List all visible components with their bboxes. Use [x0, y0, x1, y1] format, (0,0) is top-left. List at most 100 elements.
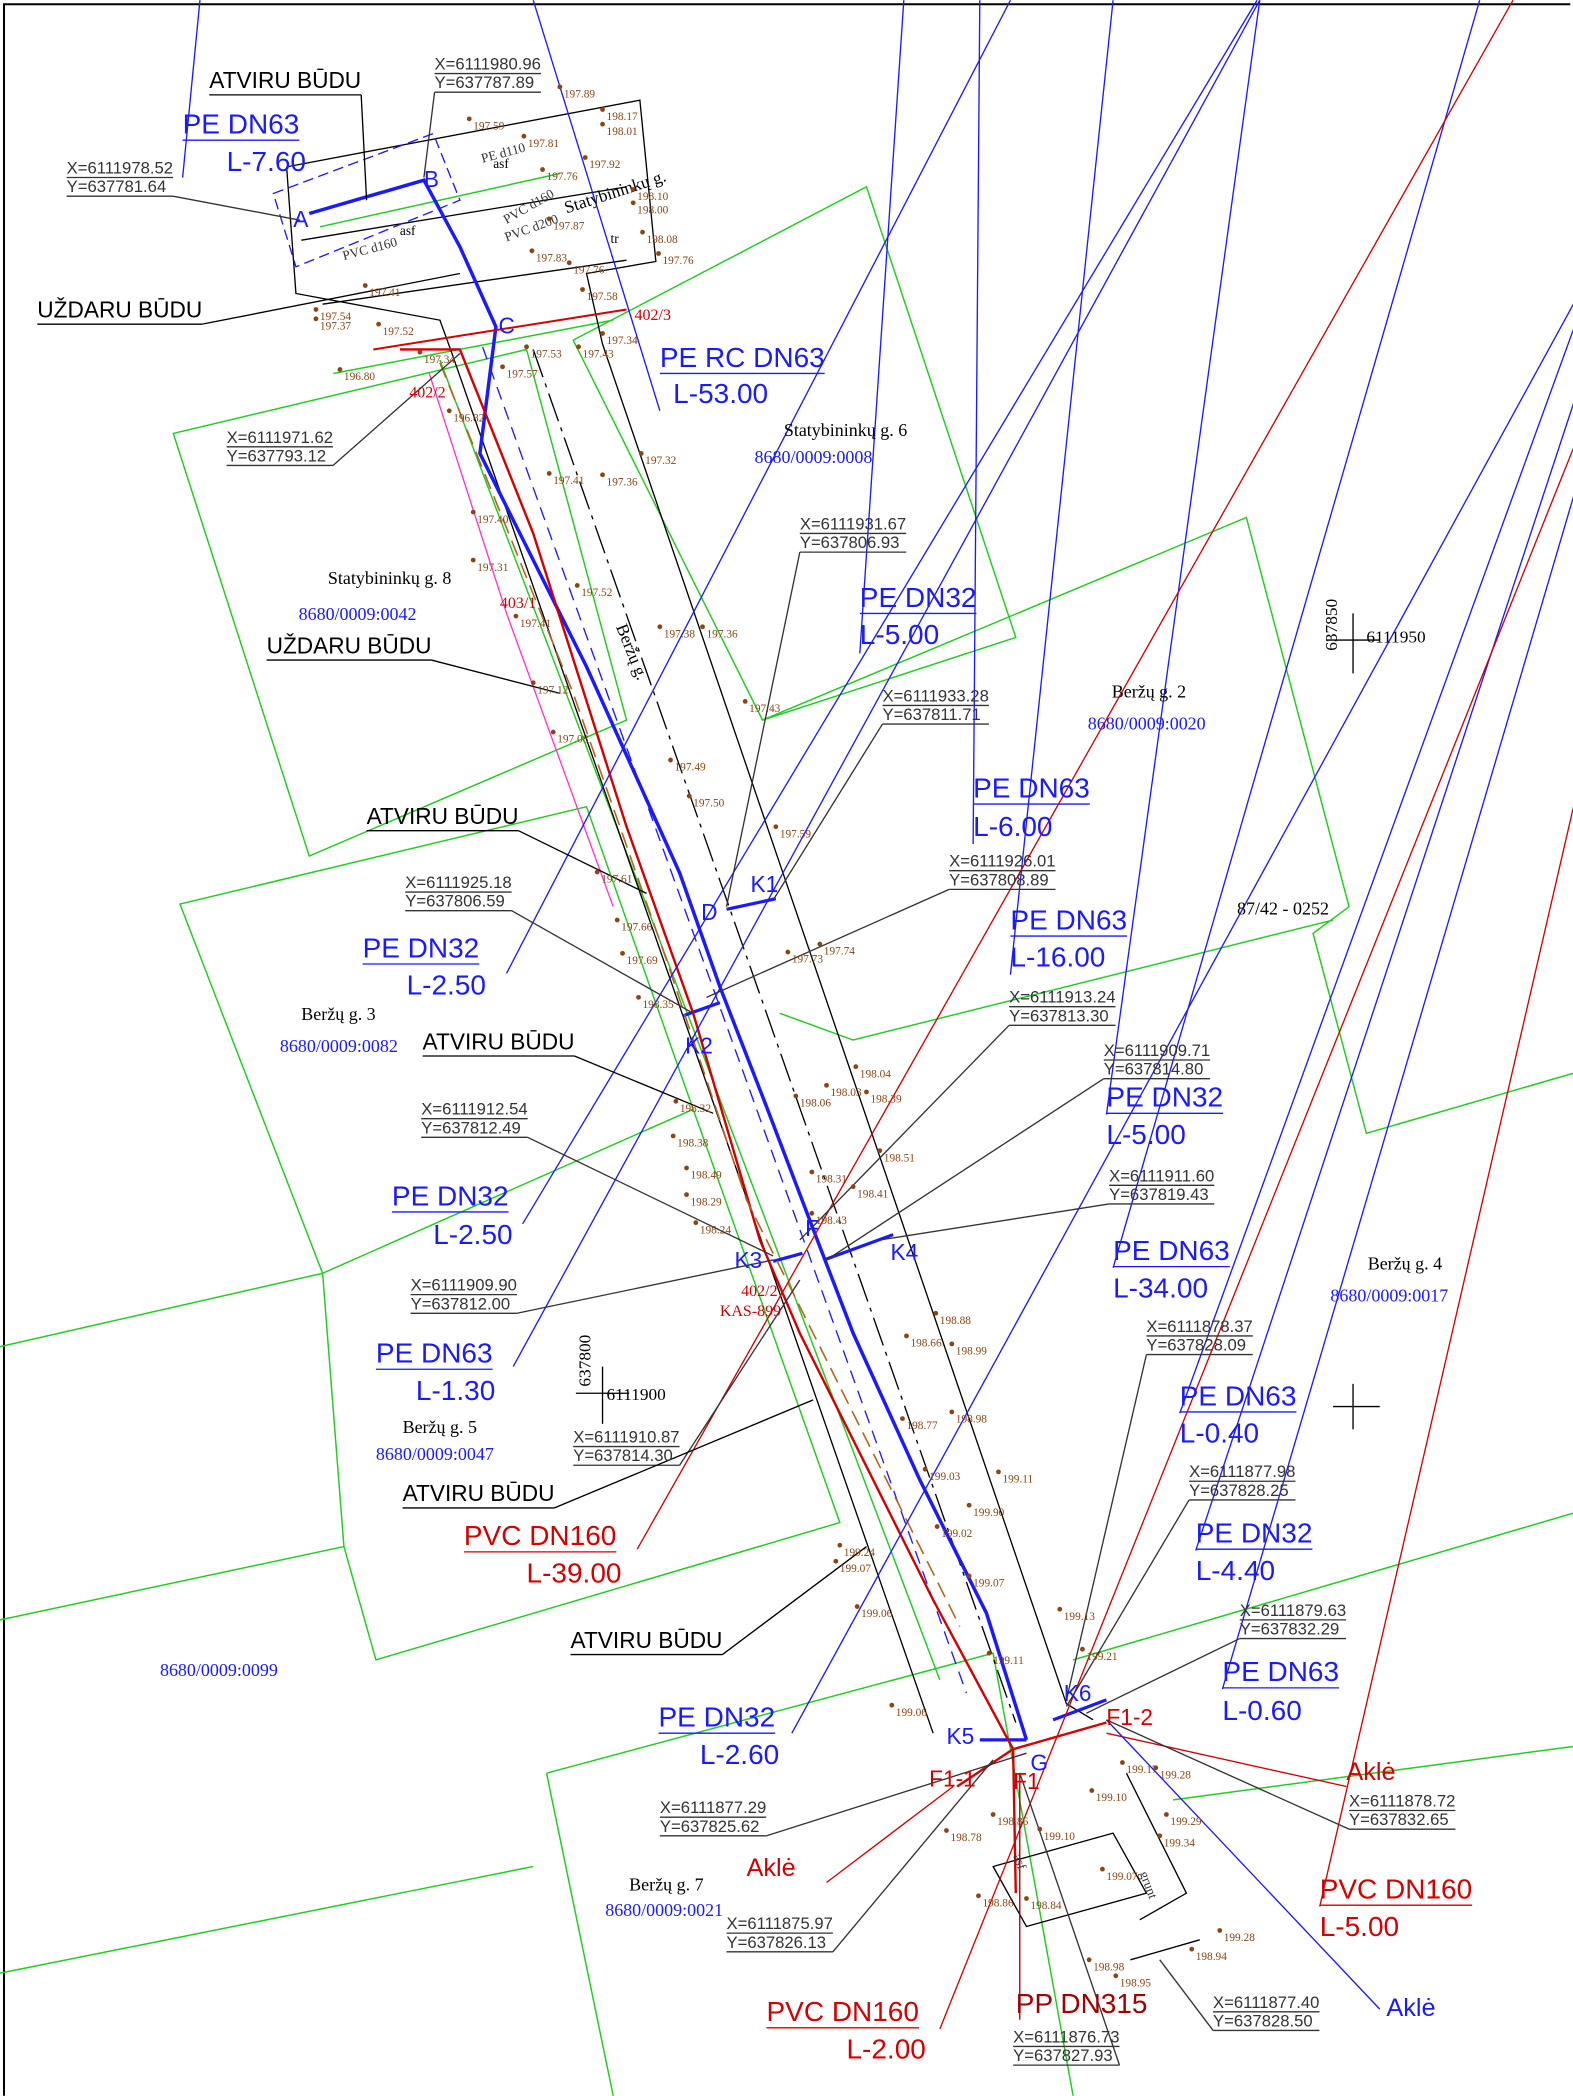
elevation-label: 198.32 — [680, 1103, 711, 1115]
leader-line — [202, 272, 461, 325]
parcel-id: 87/42 - 0252 — [1237, 899, 1329, 919]
survey-point — [996, 1469, 1001, 1475]
coordinate-y: Y=637813.30 — [1009, 1006, 1109, 1025]
leader-line — [859, 0, 905, 654]
blind-cap: Aklė — [1346, 1758, 1395, 1786]
elevation-label: 197.81 — [528, 138, 559, 150]
work-zone — [272, 132, 461, 268]
elevation-label: 197.12 — [537, 684, 568, 696]
pipe-length: L-4.40 — [1196, 1555, 1275, 1586]
leader-line — [332, 352, 461, 466]
leaders — [37, 0, 1573, 2066]
elevation-label: 198.31 — [816, 1174, 847, 1186]
leader-line — [1086, 1637, 1241, 1714]
cable-line — [428, 373, 614, 907]
point-label: K5 — [946, 1723, 974, 1749]
elevation-label: 197.74 — [824, 946, 855, 958]
surface-label: asf — [400, 223, 416, 238]
pipe-length: L-5.00 — [1106, 1119, 1185, 1150]
parcel — [572, 185, 1017, 721]
elevation-label: 197.37 — [320, 320, 351, 332]
pipe-length: L-0.40 — [1180, 1418, 1259, 1449]
elevation-label: 198.00 — [637, 205, 668, 217]
parcel-address: Beržų g. 5 — [403, 1417, 477, 1437]
elevation-label: 198.17 — [607, 111, 638, 123]
pipe-length: L-34.00 — [1113, 1272, 1208, 1303]
survey-point — [949, 1341, 955, 1347]
survey-point — [337, 367, 343, 372]
pipe-length: L-1.30 — [416, 1375, 495, 1406]
pipe-length: L-6.00 — [973, 811, 1052, 842]
elevation-label: 197.50 — [693, 798, 724, 810]
survey-point — [809, 1169, 815, 1175]
coordinate-y: Y=637814.80 — [1104, 1060, 1204, 1079]
installation-method: ATVIRU BŪDU — [367, 803, 519, 829]
grid-crosses — [575, 613, 1380, 1430]
survey-point — [686, 793, 692, 799]
survey-point — [833, 1558, 839, 1564]
coordinate-x: X=6111878.72 — [1349, 1792, 1455, 1811]
point-label: K1 — [751, 871, 779, 897]
parcel-address: Beržų g. 3 — [301, 1004, 375, 1024]
parcel-address: Statybininkų g. 8 — [328, 568, 451, 588]
coordinate-y: Y=637793.12 — [227, 446, 327, 465]
elevation-label: 199.34 — [1164, 1837, 1195, 1849]
elevation-label: 197.54 — [320, 311, 351, 323]
coordinate-x: X=6111910.87 — [573, 1428, 679, 1447]
survey-point — [1153, 1765, 1159, 1771]
survey-point — [574, 583, 580, 588]
survey-point — [614, 917, 620, 923]
pipe-name: PE DN63 — [1222, 1656, 1339, 1687]
elevation-label: 198.03 — [830, 1087, 861, 1099]
leader-line — [1009, 0, 1114, 975]
survey-point — [824, 1082, 829, 1088]
elevation-label: 199.10 — [1096, 1792, 1127, 1804]
parcel — [779, 919, 1334, 1041]
coordinate-x: X=6111909.71 — [1104, 1041, 1210, 1060]
road-centerline — [532, 349, 1017, 1723]
elevation-label: 199.02 — [941, 1528, 972, 1540]
survey-point — [513, 613, 519, 619]
road — [285, 99, 1200, 1961]
coordinate-y: Y=637819.43 — [1109, 1185, 1209, 1204]
elevation-label: 198.10 — [637, 191, 668, 203]
elevation-label: 196.80 — [344, 371, 375, 383]
plot-label: 402/3 — [635, 307, 671, 324]
elevation-label: 197.61 — [601, 874, 632, 886]
leader-line — [832, 1759, 994, 1953]
coordinate-x: X=6111980.96 — [435, 55, 541, 74]
elevation-label: 198.78 — [950, 1832, 981, 1844]
grid-cross — [575, 1366, 630, 1424]
leader-line — [512, 0, 1261, 1367]
parcel-address: Beržų g. 7 — [629, 1874, 703, 1894]
leader-line — [1019, 1772, 1121, 2066]
survey-point — [976, 1893, 981, 1899]
survey-point — [853, 1064, 859, 1070]
elevation-label: 199.29 — [1170, 1816, 1201, 1828]
point-label: C — [499, 312, 515, 338]
elevation-label: 198.86 — [997, 1816, 1028, 1828]
leader-line — [879, 1203, 1110, 1241]
survey-point — [785, 949, 791, 955]
plot-label: 402/2 — [741, 1283, 777, 1300]
survey-point — [949, 1409, 955, 1415]
coordinate-y: Y=637827.93 — [1013, 2046, 1113, 2065]
coordinate-x: X=6111909.90 — [411, 1276, 517, 1295]
parcel-address: Beržų g. 2 — [1112, 681, 1186, 701]
installation-method: ATVIRU BŪDU — [209, 67, 361, 93]
parcel — [0, 1545, 345, 1621]
survey-point — [1080, 1646, 1085, 1652]
pipe-name: PE DN63 — [1113, 1235, 1230, 1266]
point-label: A — [293, 206, 309, 232]
survey-point — [944, 1828, 949, 1833]
leader-line — [1105, 1719, 1381, 2010]
elevation-label: 199.90 — [973, 1507, 1004, 1519]
coordinate-x: X=6111931.67 — [800, 514, 906, 533]
survey-point — [600, 472, 605, 478]
survey-point — [362, 283, 368, 288]
survey-point — [837, 1542, 843, 1548]
water-pipe — [399, 348, 1015, 1750]
leader-line — [1159, 1959, 1214, 2031]
parcel-id: 8680/0009:0021 — [605, 1900, 723, 1920]
